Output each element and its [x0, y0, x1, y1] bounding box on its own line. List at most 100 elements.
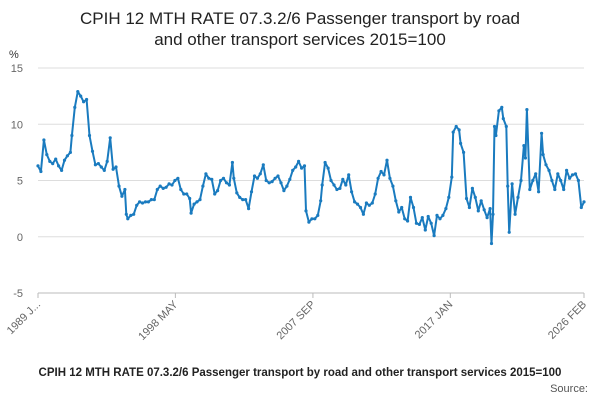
data-point[interactable] [335, 187, 339, 192]
data-point[interactable] [146, 200, 150, 204]
data-point[interactable] [76, 90, 80, 94]
data-point[interactable] [316, 213, 320, 217]
data-point[interactable] [559, 178, 563, 183]
data-point[interactable] [120, 194, 124, 198]
data-point[interactable] [568, 176, 572, 180]
data-point[interactable] [204, 172, 208, 176]
data-point[interactable] [355, 202, 360, 206]
data-point[interactable] [547, 168, 551, 172]
data-point[interactable] [65, 154, 69, 158]
data-point[interactable] [500, 105, 504, 109]
data-point[interactable] [491, 212, 495, 216]
data-point[interactable] [457, 128, 461, 132]
data-point[interactable] [488, 207, 492, 211]
data-point[interactable] [252, 174, 257, 178]
data-point[interactable] [492, 124, 497, 129]
data-point[interactable] [224, 181, 229, 185]
data-point[interactable] [210, 177, 214, 181]
data-point[interactable] [39, 169, 43, 174]
data-point[interactable] [288, 177, 292, 181]
data-point[interactable] [414, 221, 418, 225]
data-point[interactable] [155, 187, 159, 192]
data-point[interactable] [79, 94, 83, 98]
data-point[interactable] [353, 200, 357, 204]
data-point[interactable] [60, 168, 64, 172]
data-point[interactable] [249, 190, 254, 194]
data-point[interactable] [51, 162, 55, 166]
data-point[interactable] [501, 117, 505, 121]
data-point[interactable] [132, 212, 136, 216]
data-point[interactable] [489, 241, 494, 246]
data-point[interactable] [161, 186, 165, 190]
data-point[interactable] [379, 169, 383, 174]
data-point[interactable] [507, 230, 511, 234]
data-point[interactable] [447, 195, 451, 199]
data-point[interactable] [467, 205, 471, 210]
data-point[interactable] [403, 217, 407, 221]
data-point[interactable] [320, 183, 324, 187]
data-point[interactable] [149, 198, 153, 202]
data-point[interactable] [241, 198, 245, 202]
data-point[interactable] [537, 190, 541, 194]
data-point[interactable] [562, 187, 566, 192]
data-point[interactable] [326, 166, 330, 170]
data-point[interactable] [247, 207, 251, 211]
data-point[interactable] [485, 216, 489, 220]
data-point[interactable] [582, 200, 586, 204]
data-point[interactable] [45, 153, 49, 157]
data-point[interactable] [482, 208, 486, 212]
data-point[interactable] [219, 178, 223, 183]
data-point[interactable] [576, 178, 581, 183]
data-point[interactable] [258, 172, 262, 176]
data-point[interactable] [216, 189, 220, 193]
data-point[interactable] [573, 172, 578, 176]
data-point[interactable] [400, 205, 404, 210]
data-point[interactable] [525, 108, 529, 112]
data-point[interactable] [90, 149, 95, 153]
data-point[interactable] [364, 201, 368, 205]
data-point[interactable] [282, 189, 286, 193]
data-point[interactable] [108, 136, 112, 140]
data-point[interactable] [54, 157, 58, 161]
data-point[interactable] [350, 190, 354, 194]
data-point[interactable] [192, 202, 196, 206]
data-point[interactable] [579, 205, 583, 210]
data-point[interactable] [227, 183, 231, 187]
data-point[interactable] [361, 212, 365, 216]
data-point[interactable] [344, 183, 348, 187]
data-point[interactable] [85, 97, 89, 102]
data-point[interactable] [176, 176, 180, 180]
data-point[interactable] [48, 159, 52, 163]
data-point[interactable] [459, 141, 463, 145]
data-point[interactable] [510, 182, 514, 186]
data-point[interactable] [544, 163, 548, 167]
data-point[interactable] [96, 162, 100, 166]
data-point[interactable] [307, 220, 311, 224]
data-point[interactable] [426, 214, 430, 219]
data-point[interactable] [235, 191, 239, 195]
data-point[interactable] [213, 192, 217, 196]
data-point[interactable] [126, 217, 130, 221]
data-point[interactable] [438, 217, 442, 221]
data-point[interactable] [124, 212, 128, 216]
data-point[interactable] [454, 124, 458, 129]
data-point[interactable] [479, 199, 483, 203]
data-point[interactable] [189, 211, 193, 215]
data-point[interactable] [297, 159, 301, 163]
data-point[interactable] [570, 173, 575, 177]
data-point[interactable] [519, 178, 523, 183]
data-point[interactable] [417, 222, 421, 226]
data-point[interactable] [135, 203, 139, 207]
data-point[interactable] [188, 196, 192, 201]
data-point[interactable] [57, 164, 61, 168]
data-point[interactable] [230, 160, 234, 165]
data-point[interactable] [441, 213, 445, 217]
data-point[interactable] [99, 165, 103, 169]
data-point[interactable] [411, 205, 416, 210]
data-point[interactable] [221, 176, 226, 180]
data-point[interactable] [158, 184, 162, 188]
data-point[interactable] [522, 144, 526, 148]
data-point[interactable] [388, 176, 392, 180]
data-point[interactable] [347, 173, 351, 177]
data-point[interactable] [201, 184, 205, 188]
